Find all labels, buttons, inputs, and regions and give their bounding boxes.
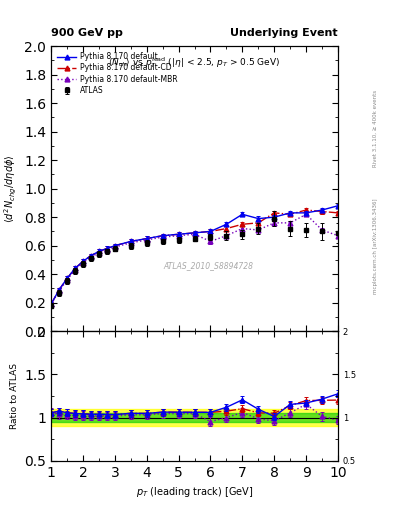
- Legend: Pythia 8.170 default, Pythia 8.170 default-CD, Pythia 8.170 default-MBR, ATLAS: Pythia 8.170 default, Pythia 8.170 defau…: [55, 50, 180, 97]
- Pythia 8.170 default-MBR: [81, 260, 85, 266]
- Y-axis label: Ratio to ATLAS: Ratio to ATLAS: [10, 363, 19, 429]
- Pythia 8.170 default-CD: [81, 258, 85, 264]
- Pythia 8.170 default-MBR: [192, 231, 197, 238]
- Pythia 8.170 default-CD: [176, 231, 181, 238]
- Text: mcplots.cern.ch [arXiv:1306.3436]: mcplots.cern.ch [arXiv:1306.3436]: [373, 198, 378, 293]
- Pythia 8.170 default-MBR: [240, 225, 245, 231]
- Pythia 8.170 default: [81, 258, 85, 264]
- Pythia 8.170 default-CD: [336, 210, 340, 216]
- Pythia 8.170 default-MBR: [336, 232, 340, 239]
- Pythia 8.170 default-MBR: [208, 238, 213, 244]
- Pythia 8.170 default-MBR: [105, 247, 109, 253]
- Pythia 8.170 default: [336, 203, 340, 209]
- Pythia 8.170 default-CD: [49, 301, 53, 307]
- Pythia 8.170 default: [240, 211, 245, 218]
- Pythia 8.170 default-CD: [112, 243, 117, 249]
- Pythia 8.170 default-MBR: [57, 288, 61, 294]
- Pythia 8.170 default-CD: [144, 236, 149, 242]
- Line: Pythia 8.170 default-CD: Pythia 8.170 default-CD: [49, 207, 340, 307]
- Pythia 8.170 default-MBR: [288, 220, 292, 226]
- Pythia 8.170 default-CD: [320, 208, 324, 215]
- Pythia 8.170 default: [304, 210, 309, 216]
- Pythia 8.170 default-CD: [256, 220, 261, 226]
- Pythia 8.170 default-MBR: [97, 250, 101, 256]
- Pythia 8.170 default-MBR: [304, 211, 309, 218]
- Pythia 8.170 default-MBR: [73, 267, 77, 273]
- Pythia 8.170 default-MBR: [160, 234, 165, 240]
- Text: Rivet 3.1.10, ≥ 400k events: Rivet 3.1.10, ≥ 400k events: [373, 90, 378, 166]
- Pythia 8.170 default-CD: [65, 275, 70, 282]
- Pythia 8.170 default-CD: [240, 221, 245, 227]
- Pythia 8.170 default: [176, 231, 181, 238]
- Pythia 8.170 default: [88, 252, 93, 259]
- Text: ATLAS_2010_S8894728: ATLAS_2010_S8894728: [164, 262, 254, 270]
- Pythia 8.170 default: [272, 214, 277, 220]
- Pythia 8.170 default: [288, 210, 292, 216]
- Line: Pythia 8.170 default: Pythia 8.170 default: [49, 203, 340, 307]
- Pythia 8.170 default: [73, 265, 77, 271]
- Pythia 8.170 default-MBR: [112, 244, 117, 250]
- Line: Pythia 8.170 default-MBR: Pythia 8.170 default-MBR: [49, 212, 340, 307]
- Pythia 8.170 default-CD: [57, 287, 61, 293]
- Pythia 8.170 default-CD: [272, 210, 277, 216]
- Pythia 8.170 default-MBR: [144, 237, 149, 243]
- Pythia 8.170 default: [65, 275, 70, 282]
- Bar: [51, 409, 338, 426]
- Y-axis label: $\langle d^2 N_{chg}/d\eta d\phi\rangle$: $\langle d^2 N_{chg}/d\eta d\phi\rangle$: [2, 154, 18, 223]
- Pythia 8.170 default-MBR: [256, 227, 261, 233]
- Pythia 8.170 default-CD: [73, 265, 77, 271]
- Pythia 8.170 default: [256, 216, 261, 222]
- Text: $\langle N_{ch}\rangle$ vs $p_T^{\rm lead}$ ($|\eta|$ < 2.5, $p_T$ > 0.5 GeV): $\langle N_{ch}\rangle$ vs $p_T^{\rm lea…: [108, 55, 281, 70]
- Pythia 8.170 default: [208, 228, 213, 234]
- Pythia 8.170 default-MBR: [176, 232, 181, 239]
- Pythia 8.170 default-MBR: [88, 254, 93, 260]
- Pythia 8.170 default: [160, 232, 165, 239]
- Pythia 8.170 default-CD: [304, 207, 309, 213]
- Pythia 8.170 default-MBR: [224, 232, 229, 239]
- Pythia 8.170 default-CD: [192, 230, 197, 236]
- Pythia 8.170 default: [192, 230, 197, 236]
- Pythia 8.170 default: [224, 221, 229, 227]
- Pythia 8.170 default: [112, 243, 117, 249]
- Pythia 8.170 default: [105, 245, 109, 251]
- Pythia 8.170 default-MBR: [129, 240, 133, 246]
- Pythia 8.170 default-MBR: [49, 301, 53, 307]
- Pythia 8.170 default-MBR: [65, 277, 70, 283]
- Pythia 8.170 default-CD: [208, 228, 213, 234]
- Pythia 8.170 default: [144, 236, 149, 242]
- X-axis label: $p_T$ (leading track) [GeV]: $p_T$ (leading track) [GeV]: [136, 485, 253, 499]
- Pythia 8.170 default-CD: [288, 211, 292, 218]
- Pythia 8.170 default-CD: [97, 248, 101, 254]
- Pythia 8.170 default-CD: [129, 238, 133, 244]
- Pythia 8.170 default: [57, 287, 61, 293]
- Text: 900 GeV pp: 900 GeV pp: [51, 28, 123, 38]
- Pythia 8.170 default-CD: [88, 252, 93, 259]
- Pythia 8.170 default-CD: [105, 245, 109, 251]
- Pythia 8.170 default-CD: [160, 232, 165, 239]
- Bar: [51, 413, 338, 422]
- Pythia 8.170 default: [97, 248, 101, 254]
- Pythia 8.170 default: [49, 301, 53, 307]
- Pythia 8.170 default-CD: [224, 225, 229, 231]
- Pythia 8.170 default-MBR: [320, 227, 324, 233]
- Pythia 8.170 default: [129, 238, 133, 244]
- Text: Underlying Event: Underlying Event: [230, 28, 338, 38]
- Pythia 8.170 default-MBR: [272, 220, 277, 226]
- Pythia 8.170 default: [320, 207, 324, 213]
